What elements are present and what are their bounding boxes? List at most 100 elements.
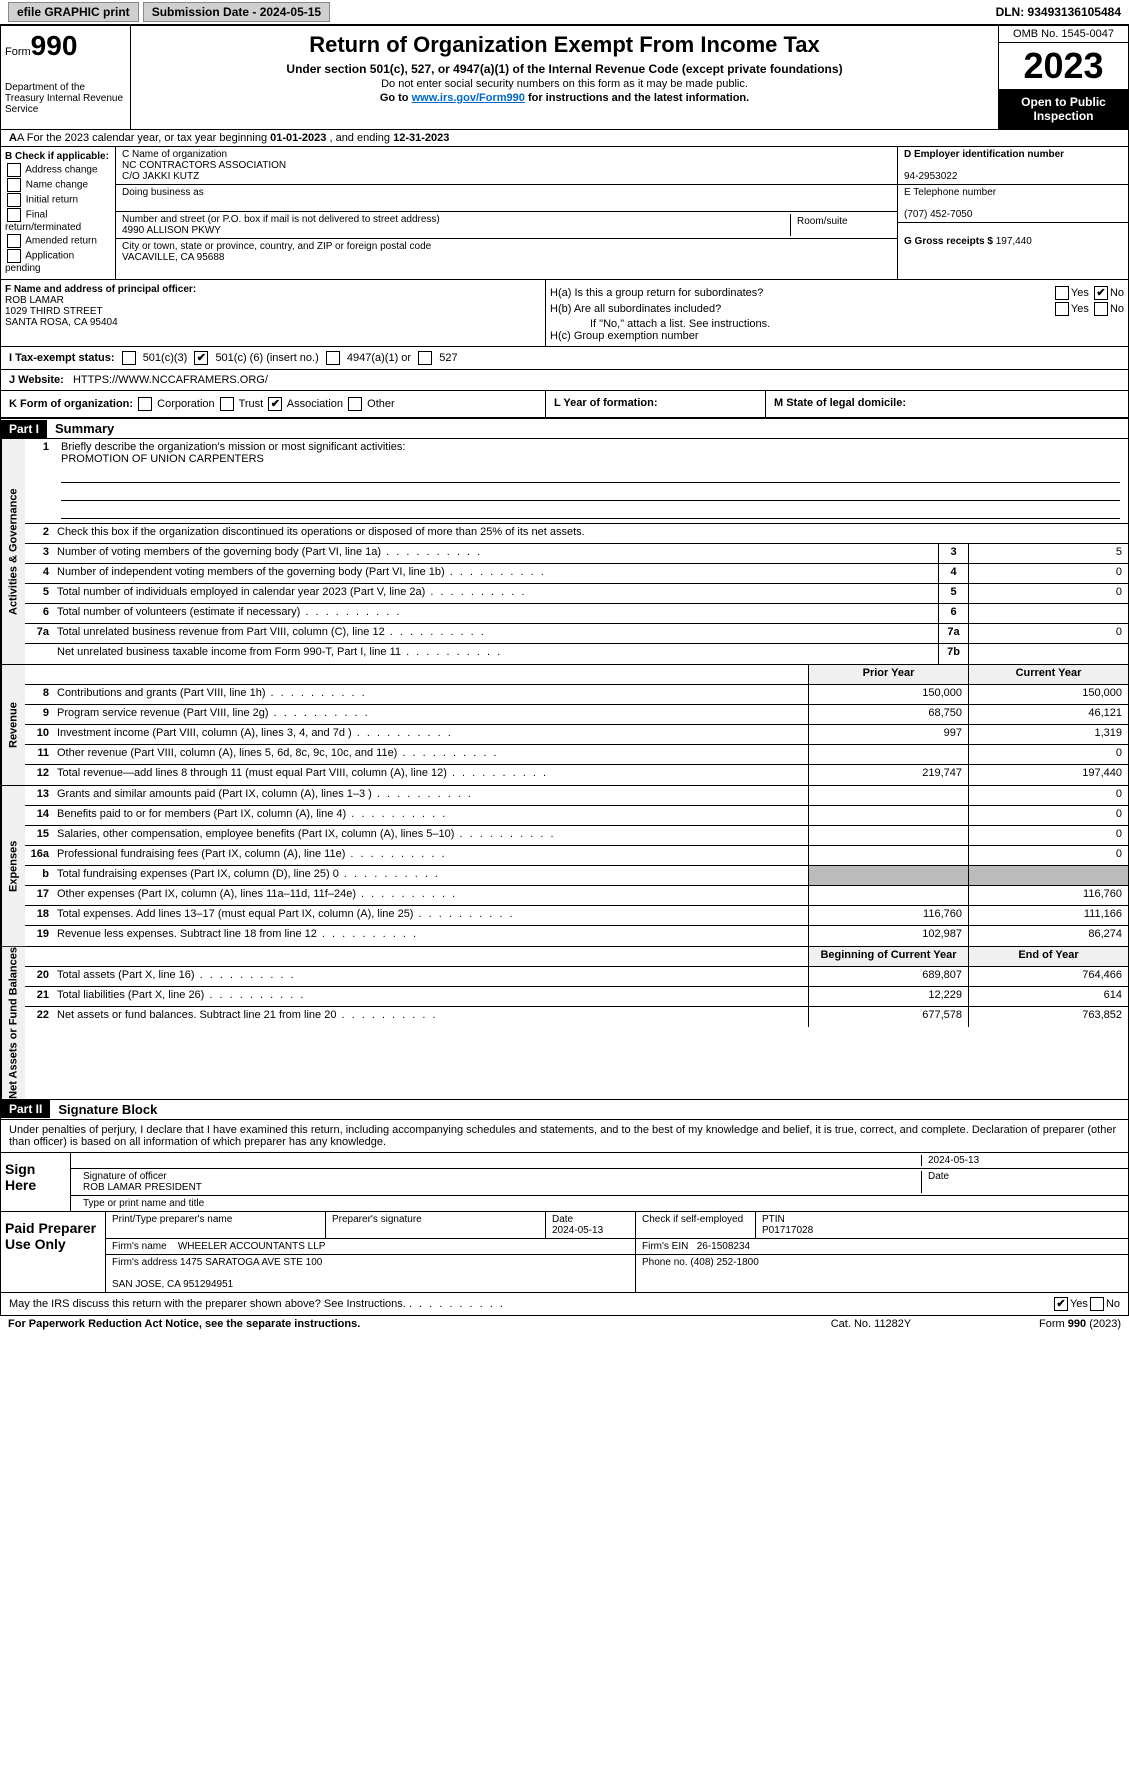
page-footer: For Paperwork Reduction Act Notice, see …: [0, 1316, 1129, 1332]
discuss-yes-checkbox[interactable]: [1054, 1297, 1068, 1311]
table-row: 8Contributions and grants (Part VIII, li…: [25, 685, 1128, 705]
ein: 94-2953022: [904, 171, 957, 182]
table-row: 15Salaries, other compensation, employee…: [25, 826, 1128, 846]
public-inspection: Open to Public Inspection: [999, 89, 1128, 129]
section-k: K Form of organization: Corporation Trus…: [1, 391, 546, 417]
officer-city: SANTA ROSA, CA 95404: [5, 317, 118, 328]
final-return-checkbox[interactable]: [7, 208, 21, 222]
ptin: P01717028: [762, 1225, 813, 1236]
corp-checkbox[interactable]: [138, 397, 152, 411]
table-row: 10Investment income (Part VIII, column (…: [25, 725, 1128, 745]
section-h: H(a) Is this a group return for subordin…: [546, 280, 1128, 346]
table-row: 19Revenue less expenses. Subtract line 1…: [25, 926, 1128, 946]
table-row: 11Other revenue (Part VIII, column (A), …: [25, 745, 1128, 765]
submission-date: Submission Date - 2024-05-15: [143, 2, 330, 22]
section-i: I Tax-exempt status: 501(c)(3) 501(c) (6…: [0, 347, 1129, 370]
paid-preparer-label: Paid Preparer Use Only: [1, 1212, 106, 1292]
form-title: Return of Organization Exempt From Incom…: [137, 32, 992, 58]
address-change-checkbox[interactable]: [7, 163, 21, 177]
form-number: 990: [31, 30, 78, 61]
table-row: bTotal fundraising expenses (Part IX, co…: [25, 866, 1128, 886]
officer-name: ROB LAMAR: [5, 295, 64, 306]
officer-street: 1029 THIRD STREET: [5, 306, 103, 317]
org-care-of: C/O JAKKI KUTZ: [122, 171, 199, 182]
4947-checkbox[interactable]: [326, 351, 340, 365]
table-row: Net unrelated business taxable income fr…: [25, 644, 1128, 664]
department: Department of the Treasury Internal Reve…: [5, 82, 126, 115]
other-checkbox[interactable]: [348, 397, 362, 411]
table-row: 18Total expenses. Add lines 13–17 (must …: [25, 906, 1128, 926]
application-pending-checkbox[interactable]: [7, 249, 21, 263]
efile-button[interactable]: efile GRAPHIC print: [8, 2, 139, 22]
discuss-no-checkbox[interactable]: [1090, 1297, 1104, 1311]
org-name: NC CONTRACTORS ASSOCIATION: [122, 160, 286, 171]
table-row: 13Grants and similar amounts paid (Part …: [25, 786, 1128, 806]
line-a: AA For the 2023 calendar year, or tax ye…: [0, 130, 1129, 147]
firm-name: WHEELER ACCOUNTANTS LLP: [178, 1241, 326, 1252]
table-row: 20Total assets (Part X, line 16)689,8077…: [25, 967, 1128, 987]
table-row: 9Program service revenue (Part VIII, lin…: [25, 705, 1128, 725]
topbar: efile GRAPHIC print Submission Date - 20…: [0, 0, 1129, 25]
527-checkbox[interactable]: [418, 351, 432, 365]
name-change-checkbox[interactable]: [7, 178, 21, 192]
gross-receipts: 197,440: [996, 236, 1032, 247]
table-row: 22Net assets or fund balances. Subtract …: [25, 1007, 1128, 1027]
table-row: 14Benefits paid to or for members (Part …: [25, 806, 1128, 826]
website: HTTPS://WWW.NCCAFRAMERS.ORG/: [73, 374, 268, 386]
side-governance: Activities & Governance: [1, 439, 25, 664]
side-expenses: Expenses: [1, 786, 25, 946]
501c3-checkbox[interactable]: [122, 351, 136, 365]
instructions-note: Go to www.irs.gov/Form990 for instructio…: [137, 92, 992, 104]
instructions-link[interactable]: www.irs.gov/Form990: [412, 92, 525, 104]
part1-title: Summary: [47, 419, 122, 438]
section-j: J Website: HTTPS://WWW.NCCAFRAMERS.ORG/: [9, 374, 554, 386]
table-row: 21Total liabilities (Part X, line 26)12,…: [25, 987, 1128, 1007]
side-netassets: Net Assets or Fund Balances: [1, 947, 25, 1099]
dln: DLN: 93493136105484: [996, 5, 1121, 19]
form-subtitle: Under section 501(c), 527, or 4947(a)(1)…: [137, 62, 992, 76]
firm-phone: (408) 252-1800: [690, 1257, 758, 1268]
part1-header: Part I: [1, 420, 47, 438]
table-row: 17Other expenses (Part IX, column (A), l…: [25, 886, 1128, 906]
section-b: B Check if applicable: Address change Na…: [1, 147, 116, 279]
hb-no-checkbox[interactable]: [1094, 302, 1108, 316]
trust-checkbox[interactable]: [220, 397, 234, 411]
form-header: Form990 Department of the Treasury Inter…: [0, 25, 1129, 130]
table-row: 5Total number of individuals employed in…: [25, 584, 1128, 604]
discuss-row: May the IRS discuss this return with the…: [0, 1293, 1129, 1316]
table-row: 12Total revenue—add lines 8 through 11 (…: [25, 765, 1128, 785]
sign-here-label: Sign Here: [1, 1153, 71, 1211]
table-row: 4Number of independent voting members of…: [25, 564, 1128, 584]
part2-header: Part II: [1, 1100, 50, 1118]
501c-checkbox[interactable]: [194, 351, 208, 365]
ha-yes-checkbox[interactable]: [1055, 286, 1069, 300]
mission: PROMOTION OF UNION CARPENTERS: [61, 453, 264, 465]
section-f: F Name and address of principal officer:…: [1, 280, 546, 346]
form-label: Form: [5, 46, 31, 58]
omb-number: OMB No. 1545-0047: [999, 26, 1128, 43]
assoc-checkbox[interactable]: [268, 397, 282, 411]
section-c: C Name of organization NC CONTRACTORS AS…: [116, 147, 898, 279]
section-l: L Year of formation:: [546, 391, 766, 417]
initial-return-checkbox[interactable]: [7, 193, 21, 207]
section-d: D Employer identification number94-29530…: [898, 147, 1128, 279]
ssn-note: Do not enter social security numbers on …: [137, 78, 992, 90]
table-row: 7aTotal unrelated business revenue from …: [25, 624, 1128, 644]
table-row: 3Number of voting members of the governi…: [25, 544, 1128, 564]
side-revenue: Revenue: [1, 665, 25, 785]
firm-address: 1475 SARATOGA AVE STE 100: [180, 1257, 322, 1268]
section-m: M State of legal domicile:: [766, 391, 1128, 417]
org-city: VACAVILLE, CA 95688: [122, 252, 224, 263]
declaration: Under penalties of perjury, I declare th…: [1, 1120, 1128, 1152]
table-row: 6Total number of volunteers (estimate if…: [25, 604, 1128, 624]
org-street: 4990 ALLISON PKWY: [122, 225, 221, 236]
table-row: 16aProfessional fundraising fees (Part I…: [25, 846, 1128, 866]
officer-signature: ROB LAMAR PRESIDENT: [83, 1182, 202, 1193]
tax-year: 2023: [999, 43, 1128, 89]
amended-return-checkbox[interactable]: [7, 234, 21, 248]
firm-ein: 26-1508234: [697, 1241, 750, 1252]
part2-title: Signature Block: [50, 1100, 165, 1119]
hb-yes-checkbox[interactable]: [1055, 302, 1069, 316]
ha-no-checkbox[interactable]: [1094, 286, 1108, 300]
phone: (707) 452-7050: [904, 209, 972, 220]
